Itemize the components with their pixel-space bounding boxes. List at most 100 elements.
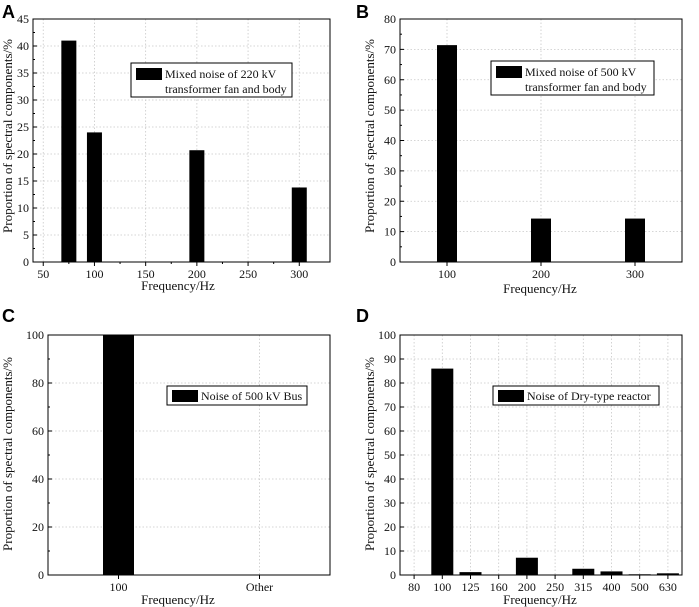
panel-d-bar <box>459 572 482 575</box>
panel-b-y-tick-label: 30 <box>384 164 396 178</box>
panel-a-legend-line-1: Mixed noise of 220 kV <box>165 67 277 81</box>
panel-a-legend-line-2: transformer fan and body <box>165 82 287 96</box>
panel-c-grid <box>48 334 330 575</box>
panel-a-bar <box>291 187 307 262</box>
panel-b-bars <box>437 45 645 263</box>
panel-b-bar <box>437 45 457 263</box>
panel-b-y-tick-label: 60 <box>384 73 396 87</box>
panel-c-x-tick-label: Other <box>246 580 273 594</box>
panel-c-xlabel: Frequency/Hz <box>141 592 215 607</box>
panel-a-x-tick-label: 150 <box>137 267 155 281</box>
panel-b-legend-line-1: Mixed noise of 500 kV <box>525 65 637 79</box>
panel-letter-b: B <box>356 2 369 22</box>
panel-a-legend-swatch <box>136 68 162 80</box>
panel-a-y-tick-label: 5 <box>23 228 29 242</box>
panel-b-legend-line-2: transformer fan and body <box>525 80 647 94</box>
panel-a-y-tick-label: 15 <box>17 174 29 188</box>
panel-a-xlabel: Frequency/Hz <box>141 278 215 293</box>
panel-d-y-tick-label: 40 <box>384 472 396 486</box>
panel-b-legend: Mixed noise of 500 kV transformer fan an… <box>490 60 655 96</box>
panel-d-bar <box>656 573 679 575</box>
panel-a-bar <box>189 150 205 262</box>
panel-c-bar <box>103 335 134 575</box>
panel-d-x-tick-label: 125 <box>462 580 480 594</box>
panel-b-plot-frame <box>399 18 683 263</box>
panel-c-legend: Noise of 500 kV Bus <box>166 385 308 406</box>
panel-c-y-tick-label: 20 <box>32 520 44 534</box>
panel-d-x-tick-label: 400 <box>603 580 621 594</box>
panel-d-bar <box>600 571 623 575</box>
panel-a-y-tick-label: 0 <box>23 255 29 269</box>
panel-d-x-tick-label: 315 <box>574 580 592 594</box>
panel-b-x-ticks: 100 200 300 <box>438 262 644 281</box>
panel-a-y-tick-label: 30 <box>17 93 29 107</box>
panel-d-y-tick-label: 100 <box>378 328 396 342</box>
panel-a-legend: Mixed noise of 220 kV transformer fan an… <box>130 62 293 98</box>
panel-c-legend-box <box>166 385 308 406</box>
panel-c-y-tick-label: 40 <box>32 472 44 486</box>
panel-letter-d: D <box>356 306 369 326</box>
panel-d-x-tick-label: 200 <box>518 580 536 594</box>
panel-a-bar <box>61 40 77 262</box>
panel-d-bar <box>431 368 454 575</box>
panel-d: D Proportion of spectral components/% Fr… <box>356 306 683 607</box>
panel-a-x-tick-label: 250 <box>239 267 257 281</box>
panel-a-y-tick-label: 35 <box>17 66 29 80</box>
panel-d-x-tick-label: 630 <box>659 580 677 594</box>
panel-a-x-tick-label: 50 <box>37 267 49 281</box>
panel-a-bars <box>61 40 307 262</box>
panel-b-y-tick-label: 70 <box>384 42 396 56</box>
panel-c-legend-line-1: Noise of 500 kV Bus <box>201 389 302 403</box>
panel-d-y-ticks: 0 10 20 30 40 50 60 70 80 90 100 <box>378 328 404 582</box>
panel-b-x-tick-label: 200 <box>532 267 550 281</box>
panel-a-y-tick-label: 45 <box>17 12 29 26</box>
panel-c-y-tick-label: 80 <box>32 376 44 390</box>
panel-b-bar <box>625 218 645 262</box>
panel-c-x-ticks: 100 Other <box>110 575 273 594</box>
panel-a-x-tick-label: 300 <box>290 267 308 281</box>
panel-b-bar <box>531 218 551 262</box>
panel-b-y-tick-label: 50 <box>384 103 396 117</box>
panel-d-ylabel: Proportion of spectral components/% <box>362 357 377 551</box>
panel-d-legend-box <box>492 385 660 406</box>
panel-d-x-ticks: 80 100 125 160 200 250 315 400 500 630 <box>408 575 677 594</box>
panel-d-legend: Noise of Dry-type reactor <box>492 385 660 406</box>
panel-d-x-tick-label: 500 <box>631 580 649 594</box>
panel-b: B Proportion of spectral components/% Fr… <box>356 2 683 296</box>
panel-a-x-tick-label: 200 <box>188 267 206 281</box>
panel-d-y-tick-label: 10 <box>384 544 396 558</box>
panel-d-plot-frame <box>399 334 683 576</box>
panel-d-x-tick-label: 160 <box>490 580 508 594</box>
panel-d-bars <box>431 368 679 575</box>
panel-b-y-tick-label: 0 <box>390 255 396 269</box>
panel-c-x-tick-label: 100 <box>110 580 128 594</box>
panel-b-y-tick-label: 10 <box>384 225 396 239</box>
panel-a-y-tick-label: 25 <box>17 120 29 134</box>
panel-letter-c: C <box>2 306 15 326</box>
panel-a-y-ticks: 0 5 10 15 20 25 30 35 40 45 <box>17 12 37 269</box>
panel-a-y-tick-label: 10 <box>17 201 29 215</box>
panel-b-y-tick-label: 20 <box>384 194 396 208</box>
panel-c-y-tick-label: 0 <box>38 568 44 582</box>
panel-d-legend-swatch <box>498 390 524 402</box>
panel-b-y-tick-label: 40 <box>384 134 396 148</box>
panel-d-y-tick-label: 90 <box>384 352 396 366</box>
panel-c-y-ticks: 0 20 40 60 80 100 <box>26 328 52 582</box>
panel-a-x-ticks: 50 100 150 200 250 300 <box>37 262 308 281</box>
panel-b-legend-swatch <box>496 66 522 78</box>
panel-b-x-tick-label: 100 <box>438 267 456 281</box>
panel-d-y-tick-label: 70 <box>384 400 396 414</box>
panel-c-legend-swatch <box>172 390 198 402</box>
panel-c-y-tick-label: 100 <box>26 328 44 342</box>
panel-d-bar <box>515 557 538 575</box>
panel-letter-a: A <box>2 2 15 22</box>
panel-c-y-tick-label: 60 <box>32 424 44 438</box>
panel-d-bar <box>572 568 595 575</box>
panel-c-ylabel: Proportion of spectral components/% <box>0 357 15 551</box>
panel-b-ylabel: Proportion of spectral components/% <box>362 39 377 233</box>
panel-a-y-tick-label: 40 <box>17 39 29 53</box>
panel-a-bar <box>86 132 102 262</box>
panel-d-x-tick-label: 100 <box>433 580 451 594</box>
panel-d-y-tick-label: 50 <box>384 448 396 462</box>
panel-a-plot-frame <box>32 18 331 263</box>
